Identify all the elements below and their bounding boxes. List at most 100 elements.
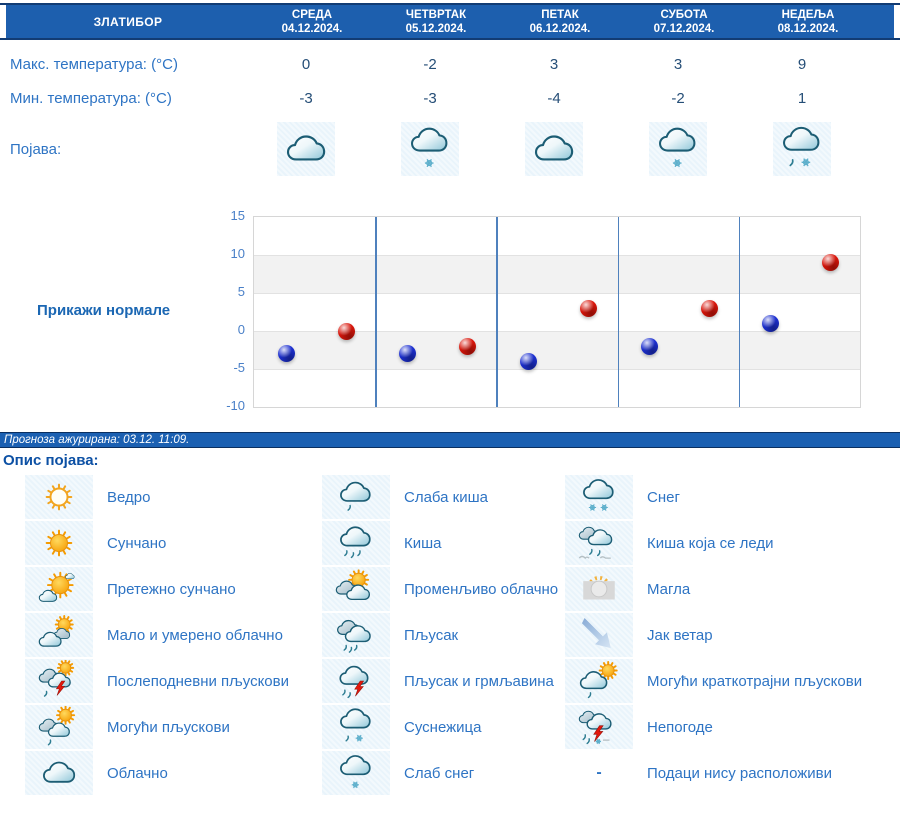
max-temp-dot: [822, 254, 840, 272]
clouds-sun-drop-icon: [25, 705, 93, 749]
day-header-cell: НЕДЕЉА 08.12.2024.: [746, 8, 870, 36]
y-axis-tick-label: 5: [237, 284, 245, 299]
day-date: 08.12.2024.: [777, 22, 839, 35]
min-temp-dot: [641, 337, 659, 355]
cloud-icon: [525, 122, 583, 176]
legend-label: Суснежица: [404, 718, 482, 736]
shaded-band: [254, 255, 860, 293]
gridline: [254, 293, 860, 294]
legend-item: Облачно: [25, 750, 322, 796]
max-temp-value: 9: [797, 55, 807, 73]
min-temp-value: -4: [547, 89, 561, 107]
min-temp-value: 1: [797, 89, 807, 107]
y-axis-tick-label: -10: [226, 398, 245, 413]
legend-item: Ведро: [25, 474, 322, 520]
legend-label: Киша: [404, 534, 442, 552]
max-temperature-row: Макс. температура: (°C) 0 -2 3 3 9: [0, 51, 900, 77]
legend-item: Могући пљускови: [25, 704, 322, 750]
legend-label: Мало и умерено облачно: [107, 626, 283, 644]
y-axis-tick-label: -5: [233, 360, 245, 375]
cloud-rain-snow-icon: [773, 122, 831, 176]
day-header-cell: СРЕДА 04.12.2024.: [250, 8, 374, 36]
legend-label: Могући краткотрајни пљускови: [647, 672, 863, 690]
day-name: СРЕДА: [291, 8, 333, 21]
legend-item: Сунчано: [25, 520, 322, 566]
forecast-updated-text: Прогноза ажурирана: 03.12. 11:09.: [4, 434, 190, 446]
freezing-rain-icon: [565, 521, 633, 565]
sun-outline-icon: [25, 475, 93, 519]
day-date: 06.12.2024.: [529, 22, 591, 35]
temperature-chart: Прикажи нормале 15 10 5 0 -5 -10: [0, 208, 900, 413]
legend-label: Ведро: [107, 488, 151, 506]
legend-item: Слаб снег: [322, 750, 565, 796]
legend-label: Непогоде: [647, 718, 713, 736]
day-header-cell: ЧЕТВРТАК 05.12.2024.: [374, 8, 498, 36]
max-temp-dot: [580, 299, 597, 317]
day-date: 07.12.2024.: [653, 22, 715, 35]
legend-item: Снег: [565, 474, 885, 520]
legend-item: Слаба киша: [322, 474, 565, 520]
cloud-icon: [25, 751, 93, 795]
forecast-updated-bar: Прогноза ажурирана: 03.12. 11:09.: [0, 432, 900, 448]
max-temp-dot: [458, 337, 476, 355]
legend-title: Опис појава:: [3, 452, 99, 469]
legend-item: Непогоде: [565, 704, 885, 750]
legend-item: Пљусак: [322, 612, 565, 658]
phenomena-row: Појава:: [0, 120, 900, 178]
legend-item: Послеподневни пљускови: [25, 658, 322, 704]
legend-label: Подаци нису расположиви: [647, 764, 833, 782]
sun-icon: [25, 521, 93, 565]
legend-item: Мало и умерено облачно: [25, 612, 322, 658]
chart-plot-area: [253, 216, 861, 408]
phenomena-cell: [740, 122, 864, 176]
gridline: [254, 369, 860, 370]
legend-label: Пљусак и грмљавина: [404, 672, 554, 690]
gridline: [254, 331, 860, 332]
legend-label: Претежно сунчано: [107, 580, 236, 598]
sun-cloud-icon: [25, 567, 93, 611]
max-temp-value: -2: [423, 55, 437, 73]
day-divider-line: [496, 217, 498, 407]
cloud-sun-drop-icon: [565, 659, 633, 703]
day-date: 04.12.2024.: [281, 22, 343, 35]
max-temp-value: 0: [301, 55, 311, 73]
cloud-light-rain-icon: [322, 475, 390, 519]
min-temperature-row: Мин. температура: (°C) -3 -3 -4 -2 1: [0, 85, 900, 111]
storm-severe-icon: [565, 705, 633, 749]
legend-item: Могући краткотрајни пљускови: [565, 658, 885, 704]
clouds-sun-storm-icon: [25, 659, 93, 703]
legend-label: Снег: [647, 488, 680, 506]
min-temp-value: -2: [671, 89, 685, 107]
day-name: ПЕТАК: [541, 8, 579, 21]
forecast-table-header: ЗЛАТИБОР СРЕДА 04.12.2024. ЧЕТВРТАК 05.12.2…: [0, 3, 900, 40]
y-axis-tick-label: 0: [237, 322, 245, 337]
min-temperature-label: Мин. температура: (°C): [10, 89, 172, 107]
day-divider-line: [375, 217, 377, 407]
legend-label: Сунчано: [107, 534, 167, 552]
station-name: ЗЛАТИБОР: [93, 14, 163, 29]
day-name: НЕДЕЉА: [781, 8, 835, 21]
phenomena-cell: [244, 122, 368, 176]
show-normals-button[interactable]: Прикажи нормале: [37, 302, 171, 319]
max-temp-dot: [337, 322, 355, 340]
phenomena-cell: [368, 122, 492, 176]
legend-item: Јак ветар: [565, 612, 885, 658]
legend-item: Суснежица: [322, 704, 565, 750]
legend-item: Променљиво облачно: [322, 566, 565, 612]
legend-label: Послеподневни пљускови: [107, 672, 289, 690]
legend-label: Слаба киша: [404, 488, 489, 506]
legend-label: Пљусак: [404, 626, 459, 644]
cloud-light-snow-icon: [401, 122, 459, 176]
legend-label: Могући пљускови: [107, 718, 230, 736]
max-temp-dot: [701, 299, 719, 317]
day-header-cell: ПЕТАК 06.12.2024.: [498, 8, 622, 36]
wind-arrow-icon: [565, 613, 633, 657]
day-divider-line: [617, 217, 620, 407]
dash-icon: -: [596, 764, 602, 781]
clouds-rain-icon: [322, 613, 390, 657]
cloud-storm-rain-icon: [322, 659, 390, 703]
min-temp-dot: [762, 314, 780, 332]
shaded-band: [254, 331, 860, 369]
cloud-light-snow-icon: [649, 122, 707, 176]
